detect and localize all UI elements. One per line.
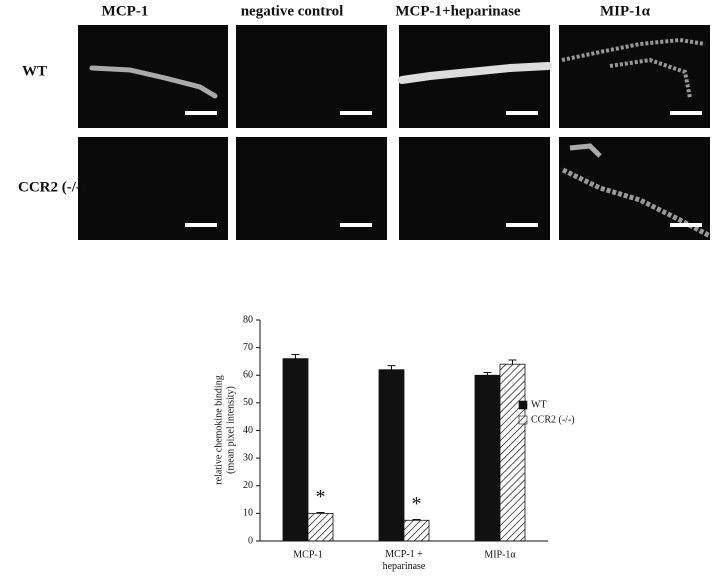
error-bar — [508, 359, 517, 365]
bar — [499, 363, 526, 542]
error-bar — [412, 518, 421, 521]
annotation: * — [316, 486, 326, 508]
column-label: MIP-1α — [600, 3, 651, 19]
x-tick-label: MCP-1 — [293, 549, 322, 560]
bar — [378, 369, 405, 542]
legend-label: WT — [531, 399, 547, 410]
y-axis-label: (mean pixel intensity) — [225, 386, 236, 474]
y-tick-label: 40 — [243, 425, 253, 436]
y-tick-label: 80 — [243, 314, 253, 325]
column-label: negative control — [241, 3, 344, 19]
bar — [307, 512, 334, 542]
error-bar — [387, 365, 396, 370]
error-bar — [483, 371, 492, 376]
x-tick-label: MIP-1α — [484, 549, 516, 560]
scale-bar — [340, 223, 372, 227]
micrograph — [78, 137, 228, 240]
scale-bar — [185, 111, 217, 115]
legend-label: CCR2 (-/-) — [531, 414, 575, 425]
x-tick-label-line: MCP-1 + — [385, 549, 423, 560]
y-tick-label: 20 — [243, 480, 253, 491]
bar — [282, 358, 309, 542]
vessel — [561, 37, 706, 62]
bar — [403, 519, 430, 542]
y-tick-label: 10 — [243, 508, 253, 519]
y-tick-label: 50 — [243, 397, 253, 408]
scale-bar — [185, 223, 217, 227]
vessel — [609, 57, 692, 99]
x-tick-label: MCP-1 + heparinase — [383, 549, 426, 572]
column-label: MCP-1 — [102, 3, 149, 19]
vessel — [569, 143, 602, 158]
y-tick-label: 30 — [243, 452, 253, 463]
vessel — [398, 62, 552, 84]
legend-swatch — [518, 415, 528, 425]
scale-bar — [670, 223, 702, 227]
column-label: MCP-1+heparinase — [395, 3, 521, 19]
micrograph — [236, 25, 387, 128]
micrographs — [78, 25, 712, 240]
x-tick-label-line: heparinase — [383, 561, 426, 572]
vessel — [89, 65, 218, 99]
y-tick-label: 0 — [248, 535, 253, 546]
bar — [474, 374, 501, 542]
row-label: CCR2 (-/-) — [18, 179, 86, 195]
scale-bar — [506, 223, 538, 227]
row-label: WT — [22, 63, 47, 79]
scale-bar — [670, 111, 702, 115]
error-bar — [316, 512, 325, 514]
scale-bar — [340, 111, 372, 115]
annotation: * — [412, 493, 422, 515]
y-tick-label: 60 — [243, 370, 253, 381]
scale-bar — [506, 111, 538, 115]
legend-swatch — [518, 400, 528, 410]
y-axis-label: relative chemokine binding — [213, 375, 224, 484]
micrograph — [399, 137, 550, 240]
micrograph — [236, 137, 387, 240]
error-bar — [291, 354, 300, 359]
y-tick-label: 70 — [243, 342, 253, 353]
